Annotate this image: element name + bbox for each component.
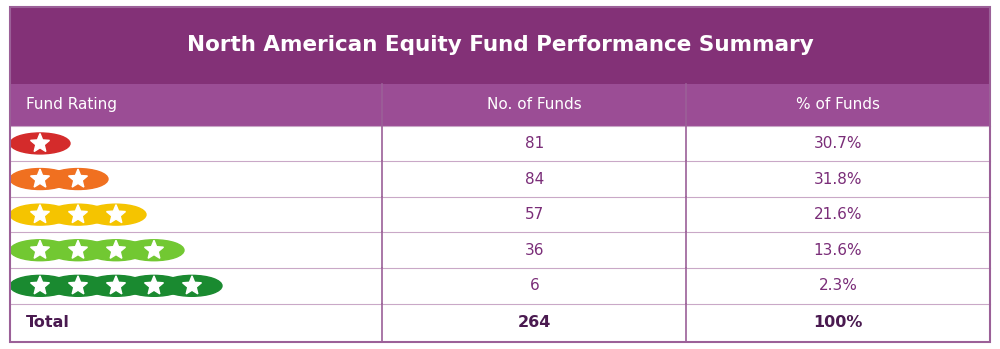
Text: 100%: 100% [813, 315, 863, 330]
Circle shape [124, 275, 184, 296]
FancyBboxPatch shape [10, 84, 990, 126]
FancyBboxPatch shape [10, 161, 990, 197]
Text: 13.6%: 13.6% [814, 243, 862, 258]
Circle shape [48, 169, 108, 190]
FancyBboxPatch shape [10, 268, 990, 304]
Circle shape [10, 240, 70, 261]
Circle shape [124, 240, 184, 261]
Text: 30.7%: 30.7% [814, 136, 862, 151]
Polygon shape [31, 276, 49, 294]
Polygon shape [69, 205, 87, 223]
Text: 31.8%: 31.8% [814, 172, 862, 186]
Circle shape [86, 275, 146, 296]
Circle shape [10, 275, 70, 296]
Circle shape [86, 240, 146, 261]
Circle shape [48, 275, 108, 296]
Text: 81: 81 [525, 136, 544, 151]
Circle shape [48, 204, 108, 225]
FancyBboxPatch shape [10, 197, 990, 232]
Text: Total: Total [26, 315, 70, 330]
Text: North American Equity Fund Performance Summary: North American Equity Fund Performance S… [187, 35, 813, 55]
FancyBboxPatch shape [10, 7, 990, 84]
Text: 84: 84 [525, 172, 544, 186]
Circle shape [10, 204, 70, 225]
Polygon shape [31, 169, 49, 187]
Circle shape [10, 169, 70, 190]
Text: 36: 36 [525, 243, 544, 258]
Polygon shape [145, 240, 163, 258]
Polygon shape [69, 276, 87, 294]
Polygon shape [107, 205, 125, 223]
Polygon shape [107, 276, 125, 294]
Text: 264: 264 [518, 315, 551, 330]
Text: 21.6%: 21.6% [814, 207, 862, 222]
Text: 2.3%: 2.3% [819, 279, 858, 293]
Polygon shape [31, 240, 49, 258]
FancyBboxPatch shape [10, 304, 990, 342]
Polygon shape [69, 169, 87, 187]
Text: 57: 57 [525, 207, 544, 222]
Polygon shape [31, 205, 49, 223]
Circle shape [10, 133, 70, 154]
Circle shape [86, 204, 146, 225]
Text: Fund Rating: Fund Rating [26, 97, 117, 112]
Text: 6: 6 [529, 279, 539, 293]
FancyBboxPatch shape [10, 232, 990, 268]
Polygon shape [31, 133, 49, 151]
Text: No. of Funds: No. of Funds [487, 97, 582, 112]
Polygon shape [69, 240, 87, 258]
Circle shape [48, 240, 108, 261]
FancyBboxPatch shape [10, 126, 990, 161]
Text: % of Funds: % of Funds [796, 97, 880, 112]
Circle shape [162, 275, 222, 296]
Polygon shape [183, 276, 201, 294]
Polygon shape [107, 240, 125, 258]
Polygon shape [145, 276, 163, 294]
